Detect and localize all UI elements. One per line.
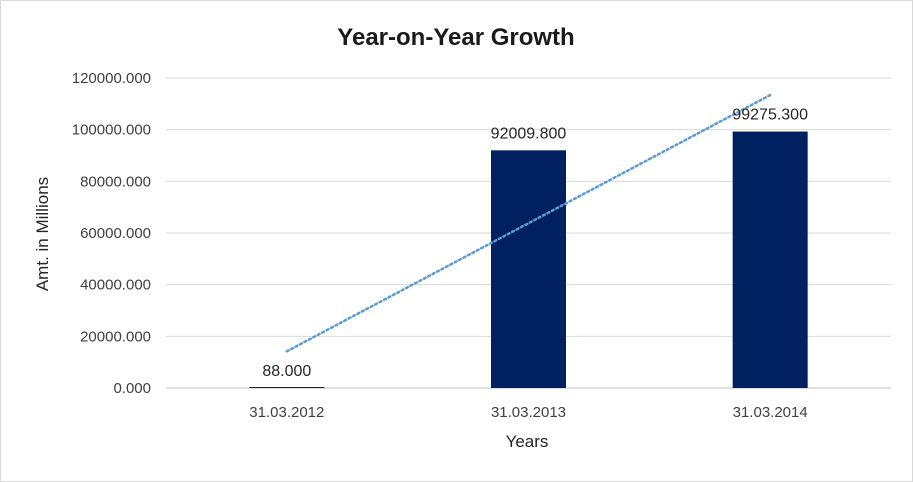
x-tick-label: 31.03.2012 (249, 404, 324, 421)
data-label: 88.000 (262, 363, 311, 380)
y-tick-label: 100000.000 (72, 122, 151, 139)
y-tick-label: 40000.000 (80, 277, 151, 294)
data-label: 99275.300 (732, 107, 808, 124)
x-axis-ticks: 31.03.2012 31.03.2013 31.03.2014 (249, 404, 807, 421)
bars (249, 131, 808, 388)
y-axis-title: Amt. in Millions (33, 177, 52, 291)
data-labels: 88.000 92009.800 99275.300 (262, 107, 808, 380)
bar (491, 150, 566, 388)
chart-title: Year-on-Year Growth (337, 24, 574, 51)
data-label: 92009.800 (491, 125, 567, 142)
y-tick-label: 20000.000 (80, 328, 151, 345)
x-tick-label: 31.03.2014 (733, 404, 808, 421)
trendline-path (285, 93, 772, 353)
y-tick-label: 120000.000 (72, 70, 151, 87)
bar (732, 131, 808, 388)
trendline (285, 93, 772, 353)
x-axis-title: Years (506, 432, 549, 451)
y-tick-label: 0.000 (113, 380, 151, 397)
x-tick-label: 31.03.2013 (491, 404, 566, 421)
y-tick-label: 60000.000 (80, 225, 151, 242)
bar (249, 387, 325, 388)
y-tick-label: 80000.000 (80, 173, 151, 190)
y-axis-ticks: 0.000 20000.000 40000.000 60000.000 80000.00… (72, 70, 151, 397)
